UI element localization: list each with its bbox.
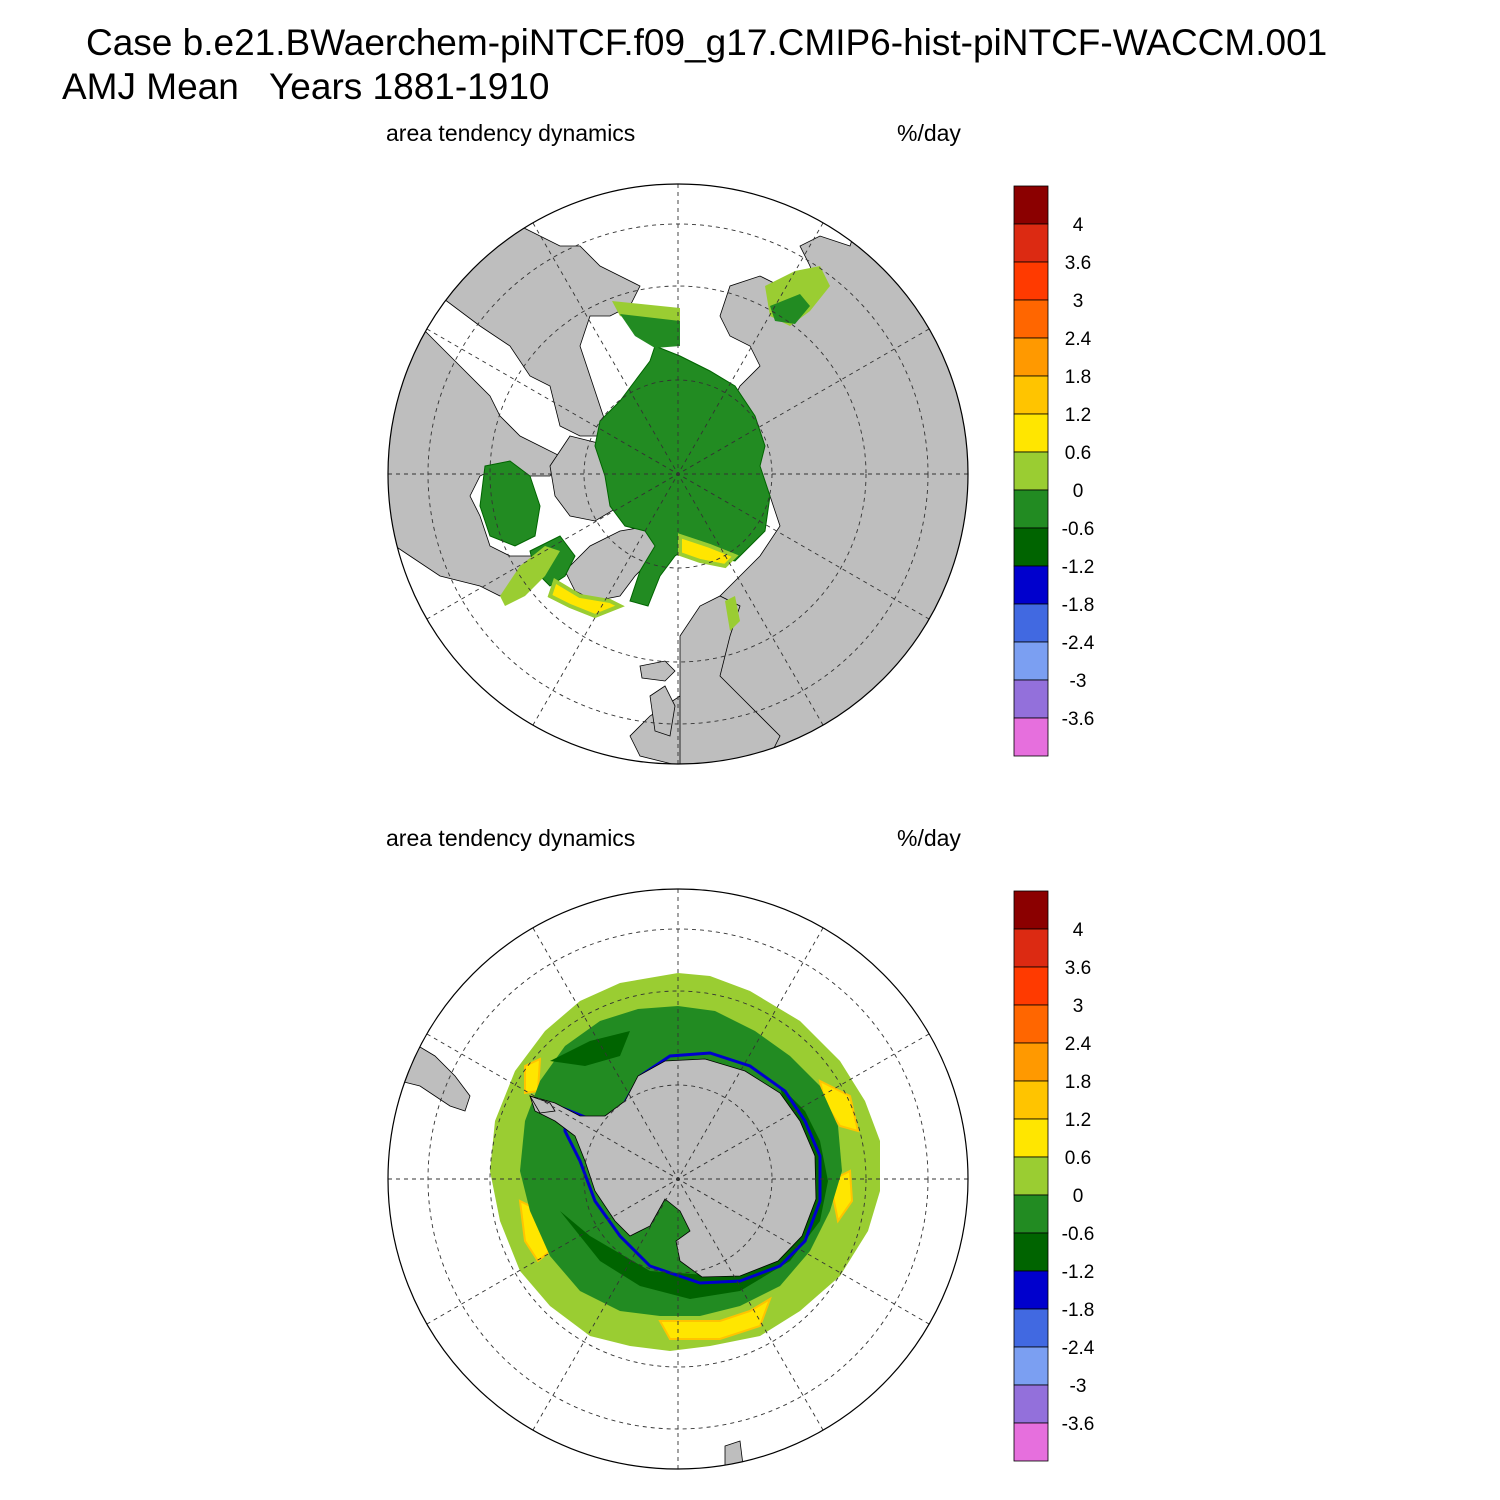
north-colorbar-box	[1013, 299, 1049, 339]
south-colorbar-box	[1013, 966, 1049, 1006]
north-colorbar-box	[1013, 717, 1049, 757]
north-greenland-sea-ice-edge	[678, 533, 739, 569]
south-colorbar-box	[1013, 1270, 1049, 1310]
north-polar-map	[387, 183, 969, 765]
figure-title-case: Case b.e21.BWaerchem-piNTCF.f09_g17.CMIP…	[86, 22, 1328, 63]
south-colorbar-tick-label: 3.6	[1065, 958, 1091, 979]
north-baltic-ice	[725, 596, 740, 631]
north-bering-ice	[620, 314, 680, 348]
south-colorbar-box	[1013, 1080, 1049, 1120]
north-colorbar-tick-label: 0.6	[1065, 443, 1091, 464]
north-colorbar: 4 3.6 3 2.4 1.8 1.2 0.6 0 -0.6 -1.2 -1.8 -2.4 -3 -3.6	[1013, 185, 1095, 757]
south-panel-variable-label: area tendency dynamics	[386, 825, 636, 851]
south-panel-units-label: %/day	[897, 825, 961, 851]
south-colorbar-box	[1013, 1118, 1049, 1158]
north-colorbar-tick-label: -1.8	[1062, 595, 1095, 616]
south-colorbar-tick-label: 1.8	[1065, 1072, 1091, 1093]
north-colorbar-box	[1013, 375, 1049, 415]
north-colorbar-tick-label: 4	[1073, 215, 1084, 236]
south-colorbar-tick-label: 4	[1073, 920, 1084, 941]
north-colorbar-tick-label: -1.2	[1062, 557, 1095, 578]
south-colorbar-tick-label: 2.4	[1065, 1034, 1092, 1055]
north-davis-ice-edge	[547, 578, 625, 619]
south-colorbar-box	[1013, 1346, 1049, 1386]
north-land-iceland	[639, 660, 676, 682]
north-colorbar-tick-label: 3.6	[1065, 253, 1091, 274]
north-colorbar-box	[1013, 641, 1049, 681]
south-colorbar-tick-label: -1.2	[1062, 1262, 1095, 1283]
south-land-peninsula	[529, 1095, 556, 1114]
south-colorbar-box	[1013, 928, 1049, 968]
north-colorbar-box	[1013, 679, 1049, 719]
north-colorbar-box	[1013, 223, 1049, 263]
north-colorbar-box	[1013, 185, 1049, 225]
south-colorbar-box	[1013, 1156, 1049, 1196]
north-colorbar-box	[1013, 337, 1049, 377]
north-colorbar-tick-label: 0	[1073, 481, 1084, 502]
north-labrador-ice-edge	[500, 546, 560, 606]
south-colorbar-box	[1013, 1194, 1049, 1234]
south-colorbar-box	[1013, 1422, 1049, 1462]
south-graticule	[388, 889, 968, 1469]
south-colorbar-box	[1013, 1004, 1049, 1044]
south-land-antarctica	[529, 1058, 817, 1278]
north-colorbar-tick-label: -2.4	[1062, 633, 1095, 654]
north-panel-variable-label: area tendency dynamics	[386, 120, 636, 146]
north-hudson-bay-ice	[479, 460, 541, 547]
south-colorbar-tick-label: -2.4	[1062, 1338, 1095, 1359]
north-graticule	[388, 184, 968, 764]
south-colorbar-box	[1013, 1384, 1049, 1424]
south-land-africa-tip	[724, 1440, 746, 1469]
north-colorbar-tick-label: 1.2	[1065, 405, 1091, 426]
south-colorbar-tick-label: 0	[1073, 1186, 1084, 1207]
north-map-border	[387, 183, 969, 765]
north-colorbar-tick-label: 1.8	[1065, 367, 1091, 388]
south-colorbar-box	[1013, 890, 1049, 930]
north-panel-units-label: %/day	[897, 120, 961, 146]
south-ice-inner-dark	[550, 1031, 828, 1299]
south-colorbar-tick-label: -1.8	[1062, 1300, 1095, 1321]
south-colorbar-tick-label: -0.6	[1062, 1224, 1095, 1245]
north-colorbar-box	[1013, 413, 1049, 453]
north-colorbar-box	[1013, 489, 1049, 529]
north-arctic-ice-field	[594, 345, 771, 607]
south-colorbar-tick-label: 1.2	[1065, 1110, 1091, 1131]
north-colorbar-tick-label: -3	[1070, 671, 1087, 692]
south-colorbar-box	[1013, 1042, 1049, 1082]
south-colorbar-box	[1013, 1308, 1049, 1348]
north-colorbar-box	[1013, 565, 1049, 605]
figure-title-period: AMJ Mean Years 1881-1910	[62, 66, 550, 107]
north-colorbar-tick-label: -0.6	[1062, 519, 1095, 540]
south-colorbar-box	[1013, 1232, 1049, 1272]
north-colorbar-box	[1013, 261, 1049, 301]
north-colorbar-tick-label: -3.6	[1062, 709, 1095, 730]
south-map-border	[387, 888, 969, 1470]
north-colorbar-box	[1013, 527, 1049, 567]
south-polar-map	[387, 888, 969, 1470]
north-colorbar-tick-label: 3	[1073, 291, 1084, 312]
south-colorbar-tick-label: -3	[1070, 1376, 1087, 1397]
south-colorbar-tick-label: -3.6	[1062, 1414, 1095, 1435]
south-colorbar-tick-label: 0.6	[1065, 1148, 1091, 1169]
north-colorbar-tick-label: 2.4	[1065, 329, 1092, 350]
north-colorbar-box	[1013, 451, 1049, 491]
south-colorbar: 4 3.6 3 2.4 1.8 1.2 0.6 0 -0.6 -1.2 -1.8 -2.4 -3 -3.6	[1013, 890, 1095, 1462]
south-colorbar-tick-label: 3	[1073, 996, 1084, 1017]
north-colorbar-box	[1013, 603, 1049, 643]
